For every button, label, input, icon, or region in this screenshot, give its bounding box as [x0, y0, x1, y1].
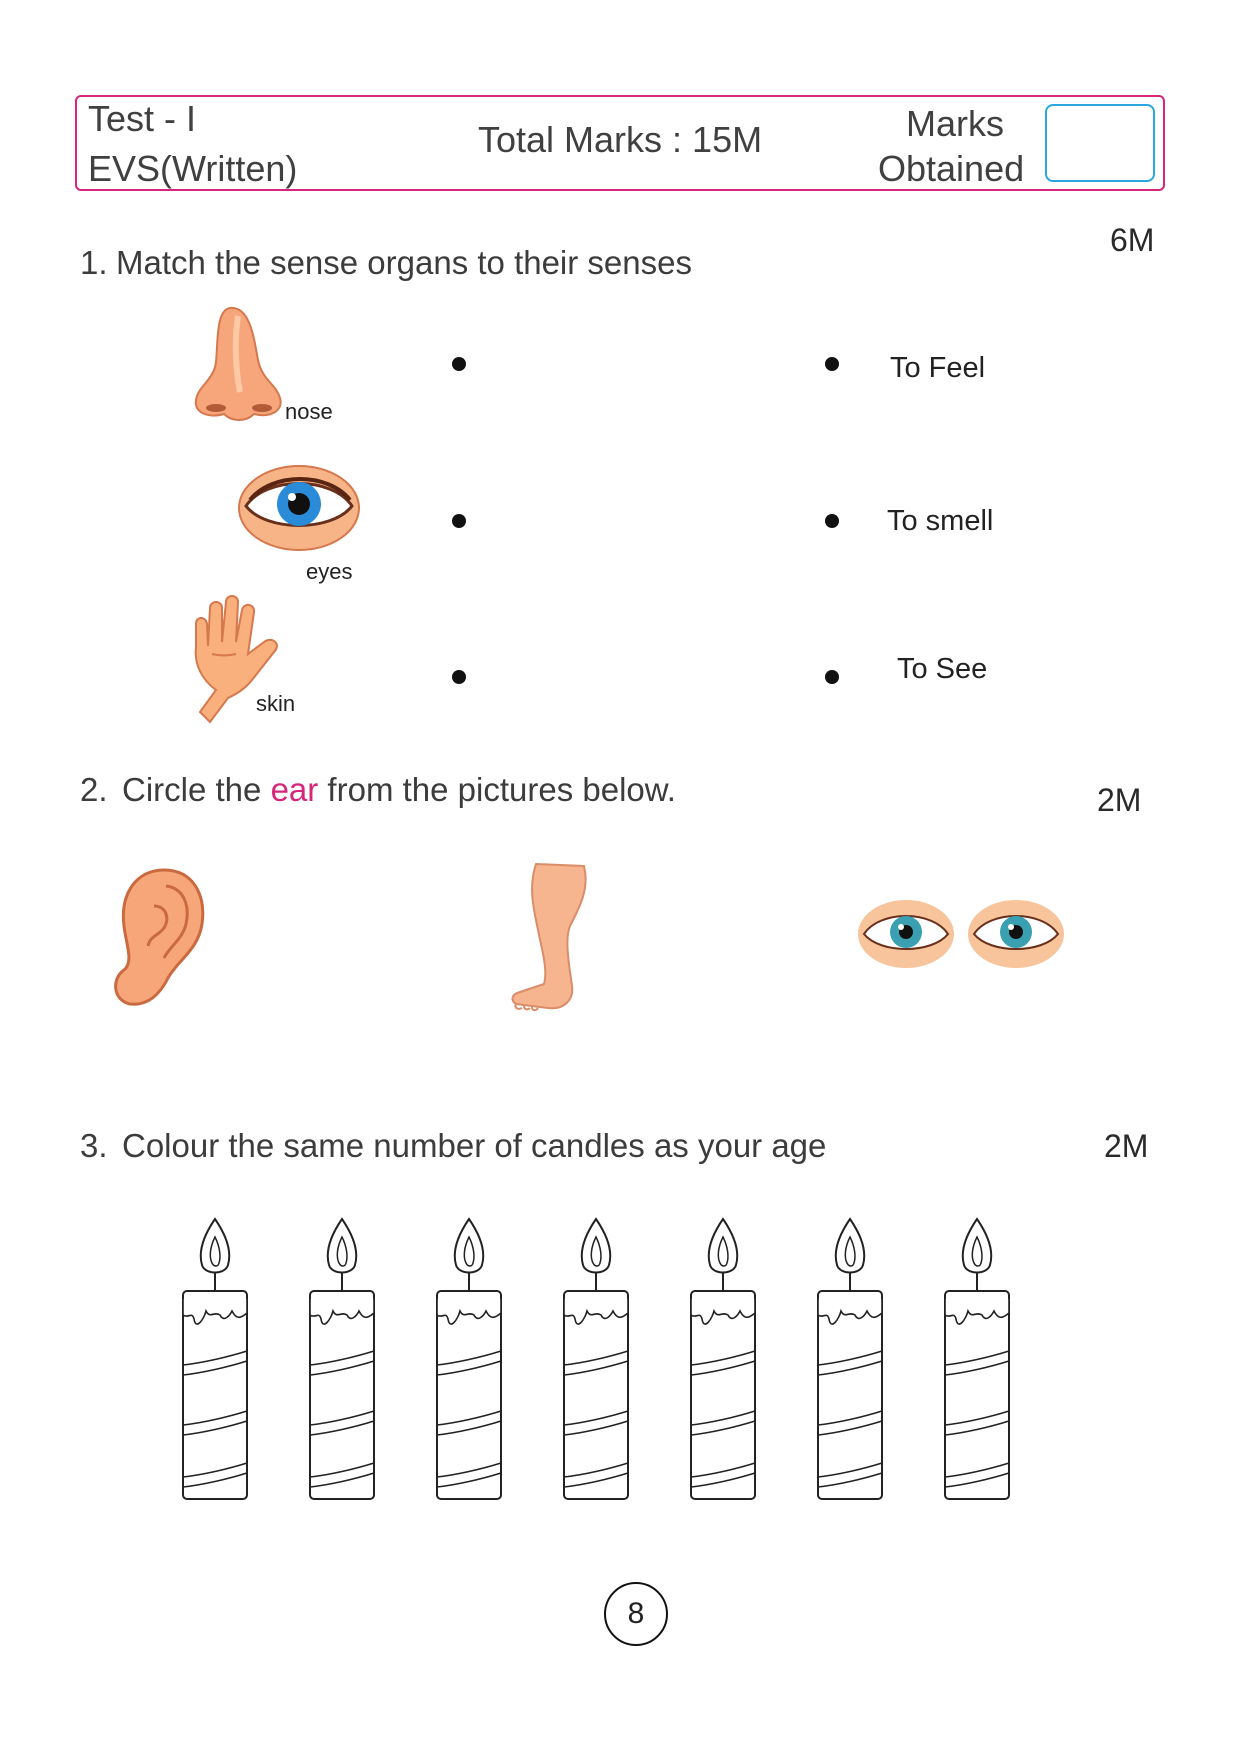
candle-3[interactable] [434, 1215, 504, 1505]
q3-number: 3. [80, 1127, 108, 1164]
leg-icon[interactable] [508, 860, 592, 1012]
q3-text: Colour the same number of candles as you… [122, 1127, 827, 1164]
eye-icon [238, 465, 360, 551]
q1-text: Match the sense organs to their senses [116, 244, 692, 281]
candle-7[interactable] [942, 1215, 1012, 1505]
test-title: Test - I [88, 98, 197, 139]
candle-4[interactable] [561, 1215, 631, 1505]
q2-highlight: ear [270, 771, 319, 808]
subject-title: EVS(Written) [88, 148, 298, 189]
match-dot-left-1[interactable] [452, 357, 466, 371]
q3-marks: 2M [1104, 1128, 1149, 1164]
eyes-label: eyes [306, 559, 353, 584]
match-dot-right-3[interactable] [825, 670, 839, 684]
match-dot-left-2[interactable] [452, 514, 466, 528]
match-dot-left-3[interactable] [452, 670, 466, 684]
nose-icon [194, 306, 282, 421]
q2-marks: 2M [1097, 782, 1142, 818]
ear-icon[interactable] [108, 866, 208, 1008]
candle-6[interactable] [815, 1215, 885, 1505]
marks-label: Marks [906, 103, 1004, 144]
q1-marks: 6M [1110, 222, 1155, 258]
candle-1[interactable] [180, 1215, 250, 1505]
q2-text-before: Circle the [122, 771, 271, 808]
q2-number: 2. [80, 771, 108, 808]
total-marks: Total Marks : 15M [478, 119, 763, 160]
nose-label: nose [285, 399, 333, 424]
candle-2[interactable] [307, 1215, 377, 1505]
match-dot-right-2[interactable] [825, 514, 839, 528]
sense-option-3: To See [897, 653, 988, 685]
sense-option-1: To Feel [890, 352, 986, 384]
skin-label: skin [256, 691, 296, 716]
candle-5[interactable] [688, 1215, 758, 1505]
obtained-label: Obtained [878, 148, 1025, 189]
page-number: 8 [604, 1582, 668, 1646]
q2-text: Circle the ear from the pictures below. [122, 771, 676, 809]
candles-row [180, 1215, 1020, 1515]
marks-obtained-input[interactable] [1045, 104, 1155, 182]
match-dot-right-1[interactable] [825, 357, 839, 371]
eyes-pair-icon[interactable] [856, 896, 1066, 972]
header-box [75, 95, 1165, 191]
sense-option-2: To smell [887, 505, 994, 537]
hand-icon [194, 595, 278, 724]
q1-number: 1. [80, 244, 108, 281]
q2-text-after: from the pictures below. [318, 771, 676, 808]
